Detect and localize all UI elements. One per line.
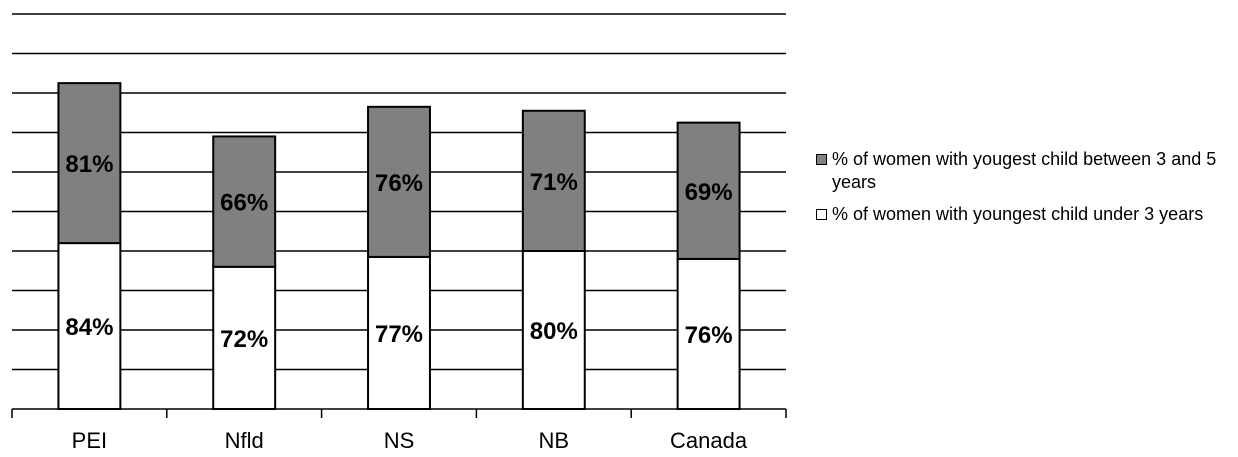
data-label: 80% [530,318,578,345]
x-tick-label: Canada [670,428,748,453]
bar-nb-series-1 [521,109,586,253]
bar-ns-series-1 [367,105,431,258]
legend-swatch-white [816,209,827,220]
bar-nb-series-0 [521,250,586,410]
data-label: 76% [685,322,733,349]
data-label: 72% [220,326,268,353]
x-tick-label: PEI [72,428,107,453]
legend-item-3-to-5: % of women with yougest child between 3 … [816,148,1236,194]
data-label: 84% [65,314,113,341]
x-tick-label: Nfld [225,428,264,453]
data-label: 66% [220,190,268,217]
legend: % of women with yougest child between 3 … [816,148,1236,235]
stacked-bar-chart: PEI Nfld NS NB Canada 84% 81% 72% 66% 77% 76% 80% 7… [11,13,787,453]
legend-item-under-3: % of women with youngest child under 3 y… [816,203,1236,226]
data-label: 77% [375,321,423,348]
x-tick-label: NS [384,428,415,453]
data-label: 81% [65,151,113,178]
x-tick-label: NB [539,428,570,453]
bar-canada-series-1 [676,121,741,260]
bar-nfld-series-1 [212,135,277,268]
legend-label-under-3: % of women with youngest child under 3 y… [832,204,1204,224]
bar-ns-series-0 [367,255,431,410]
legend-swatch-gray [816,154,827,165]
data-label: 69% [685,179,733,206]
x-axis: PEI Nfld NS NB Canada [11,408,787,453]
data-label: 71% [530,169,578,196]
legend-label-3-to-5: % of women with yougest child between 3 … [832,149,1217,192]
data-labels: 84% 81% 72% 66% 77% 76% 80% 71% 76% 69% [65,151,732,353]
data-label: 76% [375,170,423,197]
bar-canada-series-0 [676,257,741,410]
bar-pei-series-1 [57,82,122,245]
